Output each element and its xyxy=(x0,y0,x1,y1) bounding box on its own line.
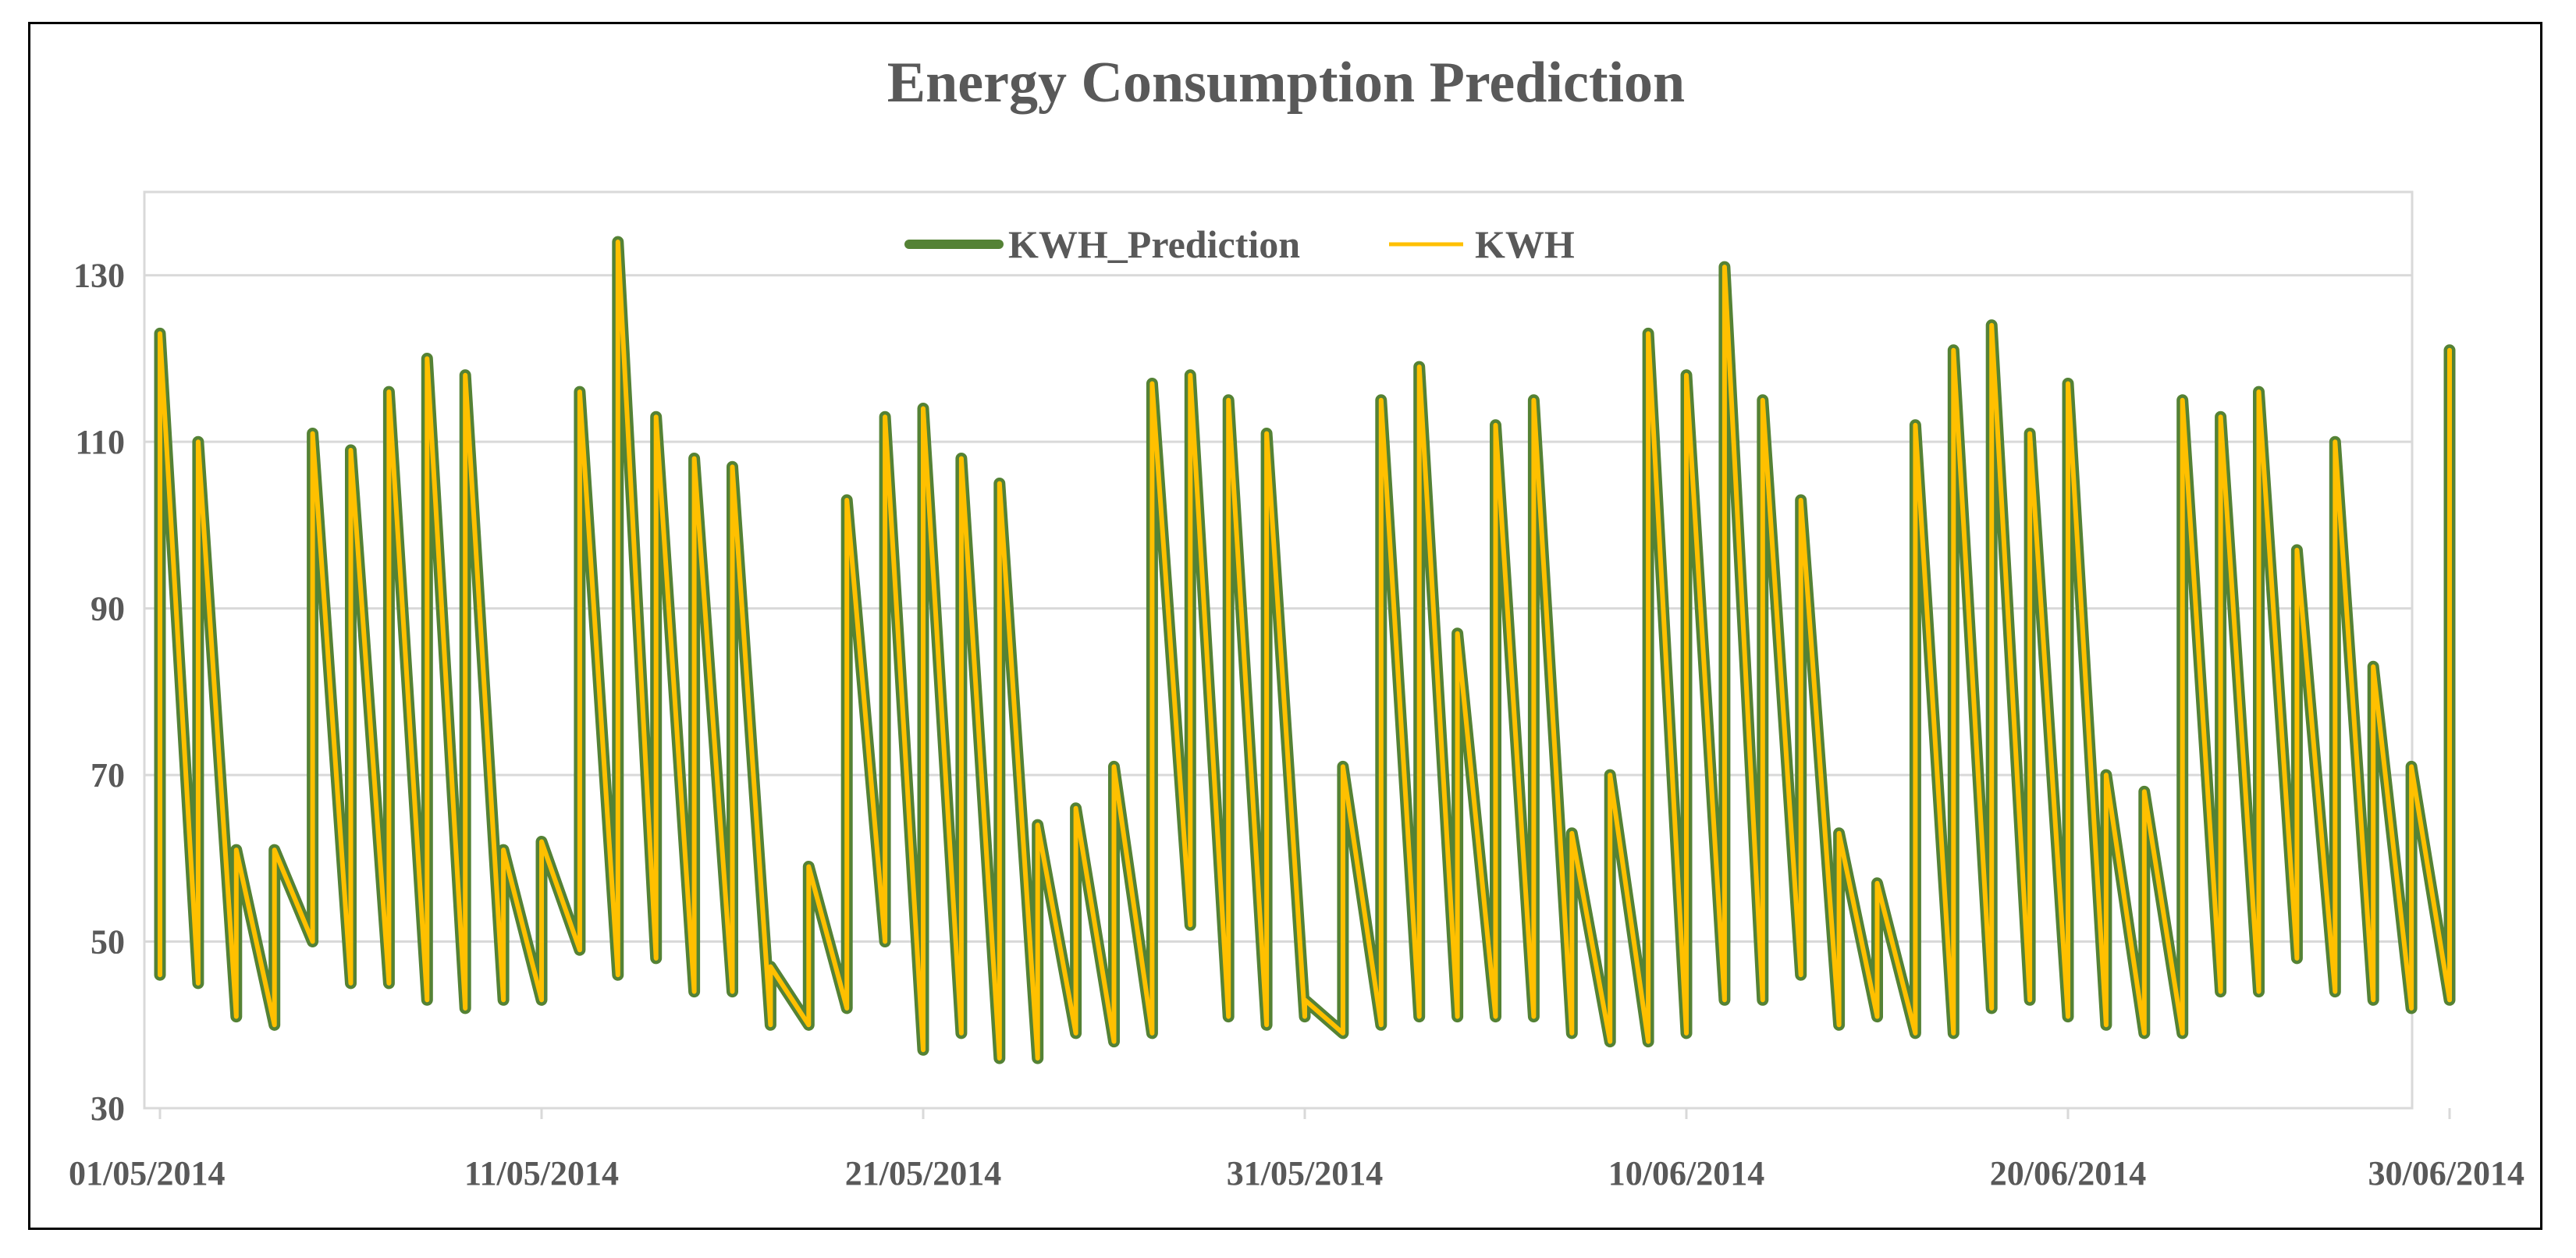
y-tick-label: 130 xyxy=(73,257,125,295)
x-tick-label: 31/05/2014 xyxy=(1227,1154,1383,1192)
y-tick-label: 110 xyxy=(75,423,125,461)
y-tick-label: 90 xyxy=(91,590,125,628)
x-tick-label: 10/06/2014 xyxy=(1608,1154,1764,1192)
chart-title: Energy Consumption Prediction xyxy=(887,51,1685,115)
series-line-kwh xyxy=(158,240,2452,1061)
x-tick-label: 01/05/2014 xyxy=(69,1154,225,1192)
y-tick-label: 50 xyxy=(91,923,125,961)
y-tick-label: 30 xyxy=(91,1089,125,1128)
x-tick-label: 21/05/2014 xyxy=(845,1154,1001,1192)
series-layer xyxy=(154,236,2456,1064)
x-tick-label: 11/05/2014 xyxy=(464,1154,619,1192)
legend-label-kwh: KWH xyxy=(1475,222,1575,266)
y-tick-layer: 30 50 70 90 110 130 xyxy=(73,257,125,1128)
x-tick-label: 20/06/2014 xyxy=(1990,1154,2146,1192)
legend: KWH_Prediction KWH xyxy=(904,222,1575,266)
legend-label-kwh-prediction: KWH_Prediction xyxy=(1008,222,1300,266)
x-tick-label: 30/06/2014 xyxy=(2368,1154,2524,1192)
x-tick-layer: 01/05/2014 11/05/2014 21/05/2014 31/05/2014… xyxy=(69,1108,2524,1192)
y-tick-label: 70 xyxy=(91,756,125,794)
